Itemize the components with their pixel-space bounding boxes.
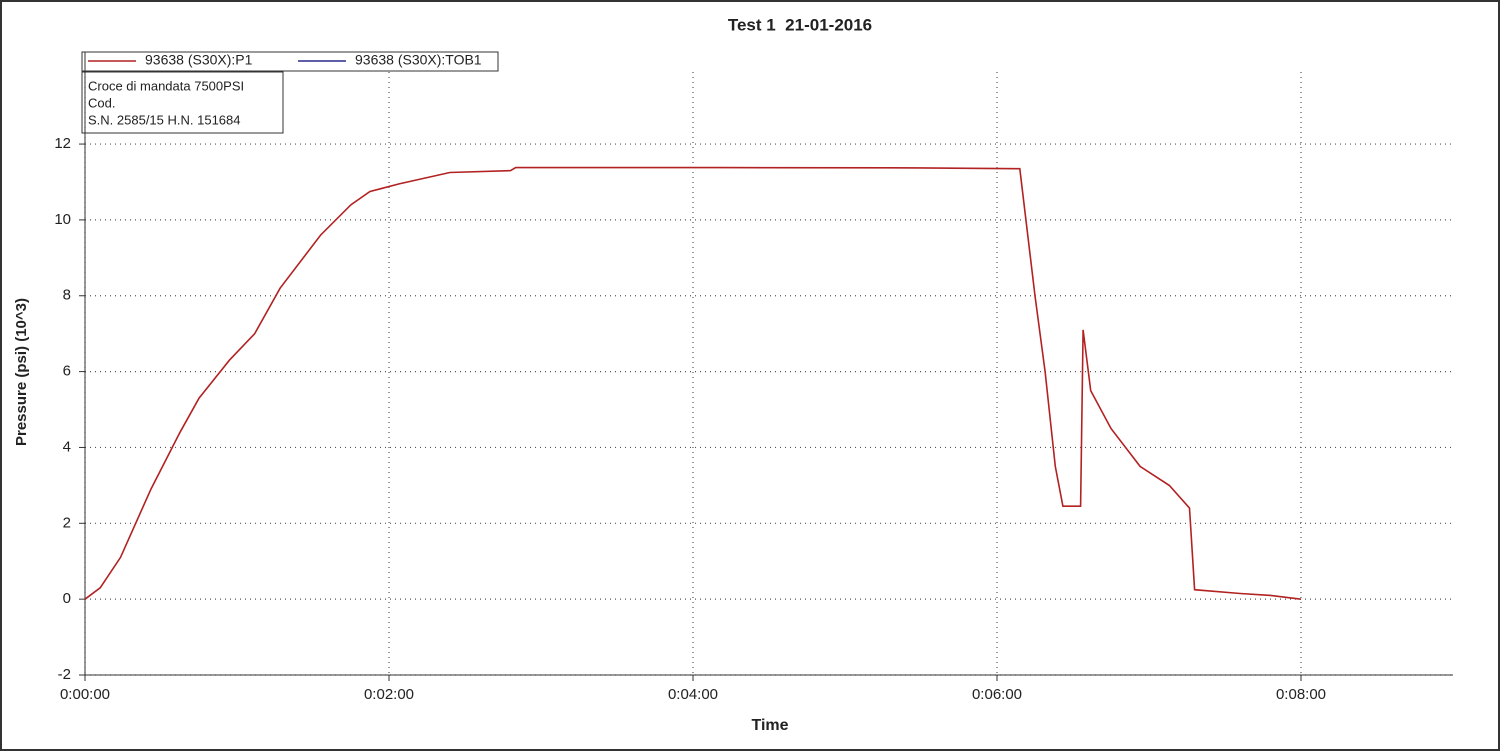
x-axis-label: Time	[751, 717, 788, 734]
y-tick-label: 8	[63, 287, 71, 304]
x-tick-label: 0:04:00	[668, 686, 718, 703]
annotation: Croce di mandata 7500PSI	[88, 78, 244, 93]
y-tick-label: 2	[63, 514, 71, 531]
y-tick-label: 10	[54, 211, 71, 228]
y-tick-label: 12	[54, 135, 71, 152]
y-axis-label: Pressure (psi) (10^3)	[13, 298, 30, 446]
annotation: Cod.	[88, 95, 115, 110]
chart-title: Test 1 21-01-2016	[728, 15, 872, 34]
legend	[81, 51, 499, 72]
annotation: S.N. 2585/15 H.N. 151684	[88, 112, 241, 127]
data-line	[84, 166, 1302, 600]
x-tick-label: 0:06:00	[972, 686, 1022, 703]
x-tick-label: 0:00:00	[60, 686, 110, 703]
y-tick-label: -2	[58, 666, 71, 683]
x-tick-label: 0:08:00	[1276, 686, 1326, 703]
y-tick-label: 4	[63, 438, 71, 455]
y-tick-label: 0	[63, 590, 71, 607]
y-tick-label: 6	[63, 363, 71, 380]
legend-label: 93638 (S30X):P1	[145, 52, 253, 68]
legend-label: 93638 (S30X):TOB1	[355, 52, 482, 68]
annotation-box	[81, 71, 284, 134]
x-tick-label: 0:02:00	[364, 686, 414, 703]
